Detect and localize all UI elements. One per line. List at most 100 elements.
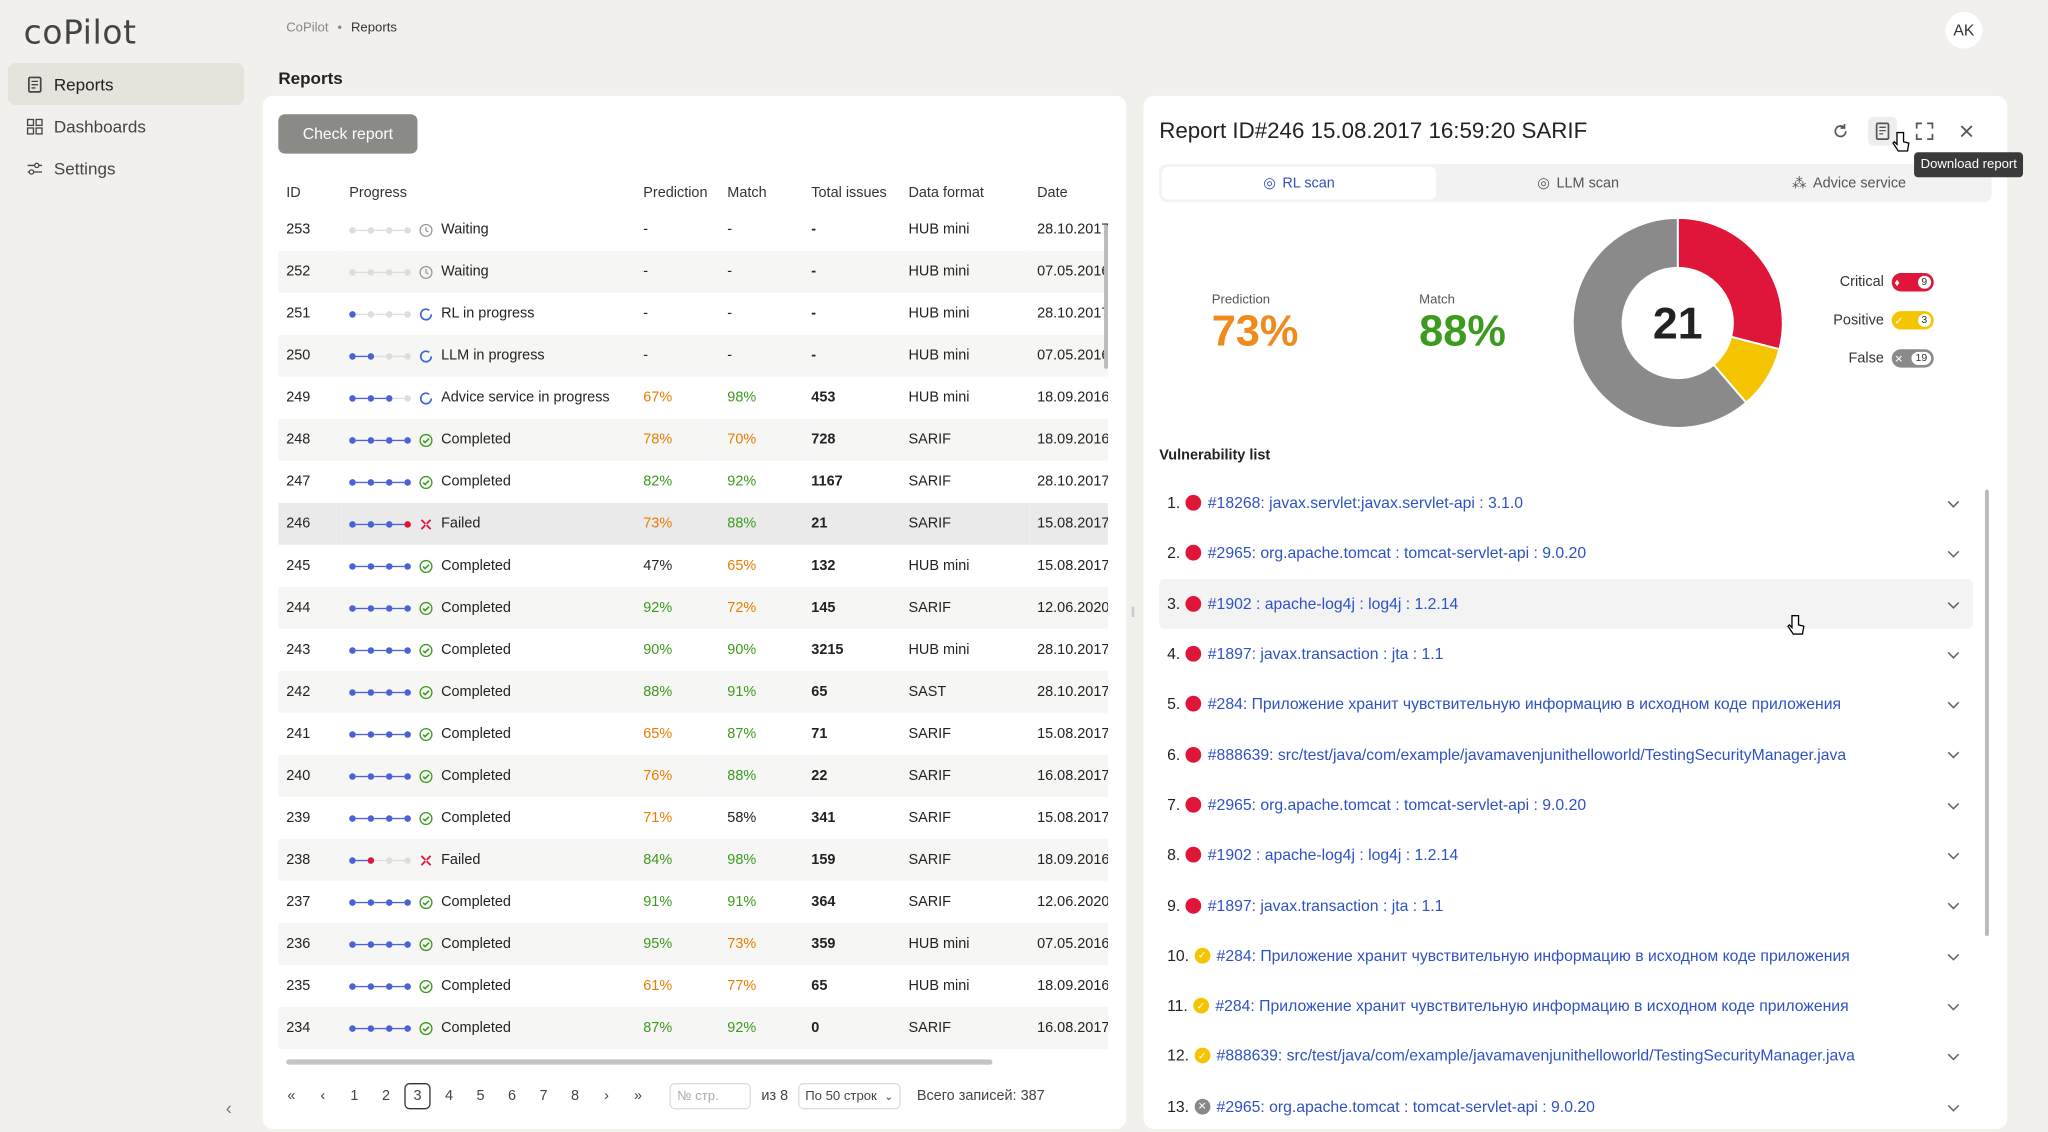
sidebar-item-reports[interactable]: Reports [7,63,245,106]
chevron-down-icon[interactable] [1947,946,1960,964]
vulnerability-item[interactable]: 5. #284: Приложение хранит чувствительную… [1159,679,1973,729]
page-3-button[interactable]: 3 [404,1083,431,1110]
chevron-down-icon[interactable] [1947,846,1960,864]
vulnerability-item[interactable]: 1. #18268: javax.servlet:javax.servlet-ap… [1159,478,1973,528]
vulnerability-item[interactable]: 10. ✓ #284: Приложение хранит чувствительн… [1159,930,1973,980]
panel-resize-handle[interactable] [1131,606,1135,618]
vulnerability-item[interactable]: 2. #2965: org.apache.tomcat : tomcat-serv… [1159,528,1973,578]
chevron-down-icon[interactable] [1947,896,1960,914]
table-row[interactable]: 248 Completed 78% 70% 728 SARIF 18.09.2016 [278,418,1109,461]
table-row[interactable]: 241 Completed 65% 87% 71 SARIF 15.08.2017 [278,713,1108,755]
first-page-button[interactable]: « [287,1088,296,1105]
vulnerability-item[interactable]: 6. #888639: src/test/java/com/example/jav… [1159,729,1973,779]
column-header[interactable]: ID [286,185,301,201]
vulnerability-link[interactable]: #1902 : apache-log4j : log4j : 1.2.14 [1207,594,1459,613]
column-header[interactable]: Data format [908,185,984,201]
chevron-down-icon[interactable] [1947,795,1960,813]
table-row[interactable]: 246 Failed 73% 88% 21 SARIF 15.08.2017 [278,502,1109,545]
table-row[interactable]: 236 Completed 95% 73% 359 HUB mini 07.05.2016 [278,922,1109,965]
vulnerability-link[interactable]: #284: Приложение хранит чувствительную и… [1216,946,1850,965]
next-page-button[interactable]: › [604,1088,609,1105]
table-row[interactable]: 253 Waiting - - - HUB mini 28.10.2017 [278,209,1108,251]
page-5-button[interactable]: 5 [476,1088,485,1105]
page-8-button[interactable]: 8 [570,1088,580,1105]
vulnerability-link[interactable]: #1902 : apache-log4j : log4j : 1.2.14 [1207,845,1459,865]
cell-date: 07.05.2016 [1029,334,1109,377]
vulnerability-item[interactable]: 12. ✓ #888639: src/test/java/com/example/j… [1159,1031,1973,1081]
vulnerability-item[interactable]: 7. #2965: org.apache.tomcat : tomcat-serv… [1159,780,1973,830]
vulnerability-link[interactable]: #1897: javax.transaction : jta : 1.1 [1207,644,1444,664]
sidebar-item-dashboards[interactable]: Dashboards [8,105,244,147]
table-row[interactable]: 238 Failed 84% 98% 159 SARIF 18.09.2016 [278,838,1109,881]
table-row[interactable]: 244 Completed 92% 72% 145 SARIF 12.06.2020 [278,586,1109,629]
close-panel-button[interactable] [1952,117,1981,146]
page-1-button[interactable]: 1 [350,1088,359,1105]
table-vertical-scrollbar[interactable] [1104,224,1109,369]
vulnerability-item[interactable]: 4. #1897: javax.transaction : jta : 1.1 [1159,629,1973,679]
avatar[interactable]: AK [1945,11,1983,49]
breadcrumb-root[interactable]: CoPilot [286,21,329,36]
column-header[interactable]: Date [1037,185,1068,201]
chevron-down-icon[interactable] [1947,594,1960,612]
chevron-down-icon[interactable] [1947,494,1960,512]
table-row[interactable]: 249 Advice service in progress 67% 98% 453 HU… [278,377,1108,419]
tab-llm-scan[interactable]: ◎ LLM scan [1537,167,1619,200]
vulnerability-item[interactable]: 3. #1902 : apache-log4j : log4j : 1.2.14 [1159,578,1974,629]
collapse-sidebar-icon[interactable]: ‹ [225,1097,232,1119]
tab-advice-service[interactable]: ⁂ Advice service [1792,167,1906,200]
vulnerability-link[interactable]: #284: Приложение хранит чувствительную и… [1207,694,1842,714]
vulnerability-link[interactable]: #1897: javax.transaction : jta : 1.1 [1207,896,1444,915]
vulnerability-item[interactable]: 11. ✓ #284: Приложение хранит чувствительн… [1159,981,1973,1031]
chevron-down-icon[interactable] [1947,745,1960,763]
table-row[interactable]: 252 Waiting - - - HUB mini 07.05.2016 [278,250,1109,293]
page-2-button[interactable]: 2 [381,1088,390,1105]
table-row[interactable]: 251 RL in progress - - - HUB mini 28.10.2017 [278,293,1108,335]
table-row[interactable]: 250 LLM in progress - - - HUB mini 07.05.2016 [278,334,1109,377]
table-row[interactable]: 245 Completed 47% 65% 132 HUB mini 15.08.2017 [278,545,1108,587]
column-header[interactable]: Prediction [643,185,708,201]
page-7-button[interactable]: 7 [539,1088,548,1105]
table-row[interactable]: 247 Completed 82% 92% 1167 SARIF 28.10.2017 [278,461,1108,503]
vulnerability-link[interactable]: #2965: org.apache.tomcat : tomcat-servle… [1207,795,1587,814]
page-number-input[interactable]: № стр. [669,1083,751,1110]
rows-per-page-select[interactable]: По 50 строк ⌄ [798,1083,902,1110]
chevron-down-icon[interactable] [1947,1047,1960,1065]
check-report-button[interactable]: Check report [278,114,418,154]
vulnerability-item[interactable]: 8. #1902 : apache-log4j : log4j : 1.2.14 [1159,830,1973,880]
chevron-down-icon[interactable] [1947,1097,1960,1115]
vulnerability-link[interactable]: #888639: src/test/java/com/example/javam… [1216,1046,1855,1066]
table-horizontal-scrollbar[interactable] [286,1059,993,1065]
column-header[interactable]: Total issues [811,185,887,201]
fullscreen-button[interactable] [1910,117,1939,146]
chevron-down-icon[interactable] [1947,644,1960,662]
page-4-button[interactable]: 4 [444,1088,453,1105]
table-row[interactable]: 242 Completed 88% 91% 65 SAST 28.10.2017 [278,670,1109,713]
chevron-down-icon[interactable] [1947,544,1960,562]
prev-page-button[interactable]: ‹ [320,1088,326,1105]
table-row[interactable]: 243 Completed 90% 90% 3215 HUB mini 28.10.2017 [278,629,1108,671]
sidebar-item-settings[interactable]: Settings [8,147,244,189]
table-row[interactable]: 239 Completed 71% 58% 341 SARIF 15.08.2017 [278,797,1108,839]
vulnerability-link[interactable]: #2965: org.apache.tomcat : tomcat-servle… [1207,544,1587,563]
download-report-button[interactable] [1868,116,1897,146]
vulnerability-list-scrollbar[interactable] [1984,489,1989,937]
last-page-button[interactable]: » [634,1088,643,1105]
vulnerability-item[interactable]: 13. ✕ #2965: org.apache.tomcat : tomcat-se… [1159,1081,1973,1131]
tab-rl-scan[interactable]: ◎ RL scan [1161,166,1437,200]
page-6-button[interactable]: 6 [507,1088,517,1105]
vulnerability-link[interactable]: #284: Приложение хранит чувствительную и… [1215,996,1849,1015]
refresh-button[interactable] [1826,117,1855,146]
column-header[interactable]: Progress [349,185,408,201]
table-row[interactable]: 235 Completed 61% 77% 65 HUB mini 18.09.2016 [278,965,1108,1007]
cell-data-format: SARIF [900,838,1030,881]
vulnerability-link[interactable]: #888639: src/test/java/com/example/javam… [1207,745,1847,764]
column-header[interactable]: Match [727,185,767,201]
table-row[interactable]: 240 Completed 76% 88% 22 SARIF 16.08.2017 [278,754,1109,797]
table-row[interactable]: 234 Completed 87% 92% 0 SARIF 16.08.2017 [278,1006,1109,1049]
vulnerability-link[interactable]: #18268: javax.servlet:javax.servlet-api … [1207,493,1524,513]
chevron-down-icon[interactable] [1947,996,1960,1014]
vulnerability-link[interactable]: #2965: org.apache.tomcat : tomcat-servle… [1216,1097,1595,1116]
chevron-down-icon[interactable] [1947,695,1960,713]
vulnerability-item[interactable]: 9. #1897: javax.transaction : jta : 1.1 [1159,880,1973,930]
table-row[interactable]: 237 Completed 91% 91% 364 SARIF 12.06.2020 [278,881,1108,923]
